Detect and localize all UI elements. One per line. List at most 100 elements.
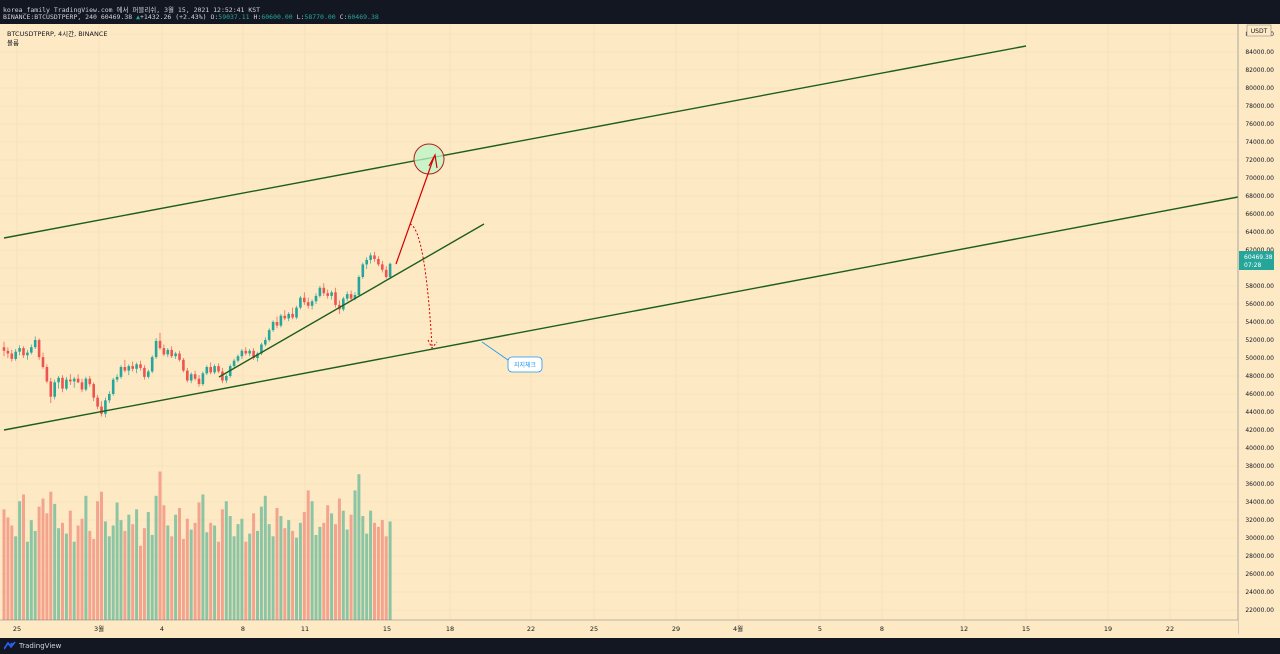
volume-bar — [326, 505, 330, 620]
dashed-arrow-head-icon — [427, 339, 438, 349]
candle-body — [232, 360, 236, 367]
candle-body — [197, 378, 201, 385]
price-tick-label: 58000.00 — [1245, 283, 1274, 290]
time-tick-label: 15 — [1022, 625, 1030, 633]
price-tick-label: 80000.00 — [1245, 85, 1274, 92]
volume-bar — [337, 498, 341, 620]
candle-body — [295, 307, 298, 318]
open-value: 59037.11 — [218, 13, 250, 21]
volume-bar — [263, 495, 267, 620]
candle-body — [279, 315, 283, 326]
publish-info: korea_family TradingView.com 에서 퍼블리쉬, 3월… — [3, 6, 261, 14]
candle-body — [205, 367, 209, 374]
currency-label: USDT — [1251, 28, 1268, 35]
volume-bar — [76, 525, 80, 620]
volume-bar — [384, 536, 388, 620]
volume-bar — [256, 530, 259, 620]
candle-body — [69, 379, 72, 382]
candle-body — [193, 374, 197, 379]
candle-body — [26, 352, 29, 356]
candle-body — [18, 348, 21, 352]
volume-bar — [111, 525, 115, 620]
candle-body — [330, 292, 333, 296]
volume-bar — [139, 545, 142, 620]
volume-bar — [306, 490, 310, 620]
candle-body — [111, 379, 115, 394]
candle-body — [303, 297, 306, 303]
time-tick-label: 12 — [960, 625, 968, 633]
candle-body — [119, 367, 123, 377]
volume-bar — [14, 536, 18, 620]
upper-channel-line[interactable] — [3, 45, 1027, 239]
volume-bar — [345, 529, 349, 620]
candle-body — [275, 322, 279, 326]
tradingview-brand[interactable]: TradingView — [4, 641, 61, 650]
drawings[interactable]: 지지체크 — [3, 45, 1239, 431]
candle-body — [213, 366, 216, 373]
time-tick-label: 25 — [590, 625, 598, 633]
volume-bar — [298, 522, 302, 620]
candle-body — [6, 350, 10, 354]
volume-bar — [213, 525, 217, 620]
volume-bar — [217, 541, 220, 620]
callout-box[interactable] — [507, 356, 543, 373]
price-tick-label: 40000.00 — [1245, 445, 1274, 452]
candle-body — [318, 287, 322, 296]
price-chart[interactable]: 지지체크 BTCUSDTPERP, 4시간, BINANCE 볼륨 22000.… — [0, 24, 1280, 638]
candle-body — [108, 394, 111, 401]
time-tick-label: 15 — [383, 625, 391, 633]
header-bar: korea_family TradingView.com 에서 퍼블리쉬, 3월… — [0, 0, 1280, 24]
bearish-projection-path[interactable] — [409, 223, 433, 347]
time-axis[interactable] — [0, 620, 1238, 638]
candle-body — [240, 350, 244, 357]
candle-body — [174, 353, 177, 357]
price-axis-labels: 22000.00 24000.00 26000.00 28000.00 30000.00… — [1245, 31, 1274, 614]
time-tick-label: 11 — [301, 625, 309, 633]
candle-body — [96, 397, 99, 407]
volume-bar — [131, 524, 135, 620]
volume-bar — [232, 536, 236, 620]
volume-bar — [353, 490, 357, 620]
lower-channel-line[interactable] — [3, 196, 1239, 431]
volume-bar — [228, 516, 232, 620]
bullish-projection-arrow[interactable] — [395, 156, 435, 265]
candle-body — [143, 367, 146, 377]
last-price: 60469.38 — [100, 13, 133, 21]
candle-body — [260, 344, 263, 354]
volume-bar — [244, 541, 248, 620]
volume-bar — [224, 501, 228, 620]
volume-bar — [252, 513, 256, 620]
price-tick-label: 70000.00 — [1245, 175, 1274, 182]
volume-bar — [37, 506, 41, 620]
candle-body — [30, 347, 33, 353]
currency-badge[interactable] — [1246, 24, 1272, 37]
candle-body — [186, 370, 189, 381]
volume-bar — [291, 530, 295, 620]
volume-bar — [178, 507, 181, 620]
volume-bar — [220, 509, 224, 620]
volume-bar — [10, 525, 14, 620]
candle-body — [72, 378, 76, 382]
candle-body — [41, 357, 45, 367]
time-axis-labels: 25 3월 4 8 11 15 18 22 25 29 4월 5 8 12 15 19 22 — [13, 624, 1174, 633]
volume-bar — [189, 529, 193, 620]
support-trendline[interactable] — [218, 223, 485, 378]
time-tick-label: 8 — [880, 625, 884, 633]
volume-bar — [61, 522, 64, 620]
candle-body — [2, 347, 6, 351]
candle-body — [334, 292, 337, 305]
volume-bar — [107, 536, 111, 620]
candle-body — [256, 353, 259, 358]
price-tick-label: 82000.00 — [1245, 67, 1274, 74]
candle-body — [353, 295, 357, 299]
price-axis[interactable] — [1238, 24, 1280, 638]
volume-bar — [41, 498, 45, 620]
volume-bar — [240, 518, 244, 620]
candle-body — [306, 302, 310, 306]
candle-body — [131, 366, 134, 369]
candle-body — [178, 353, 181, 360]
candle-body — [217, 366, 220, 372]
candle-body — [57, 377, 60, 383]
volume-bar — [201, 494, 205, 620]
candle-body — [76, 378, 80, 383]
